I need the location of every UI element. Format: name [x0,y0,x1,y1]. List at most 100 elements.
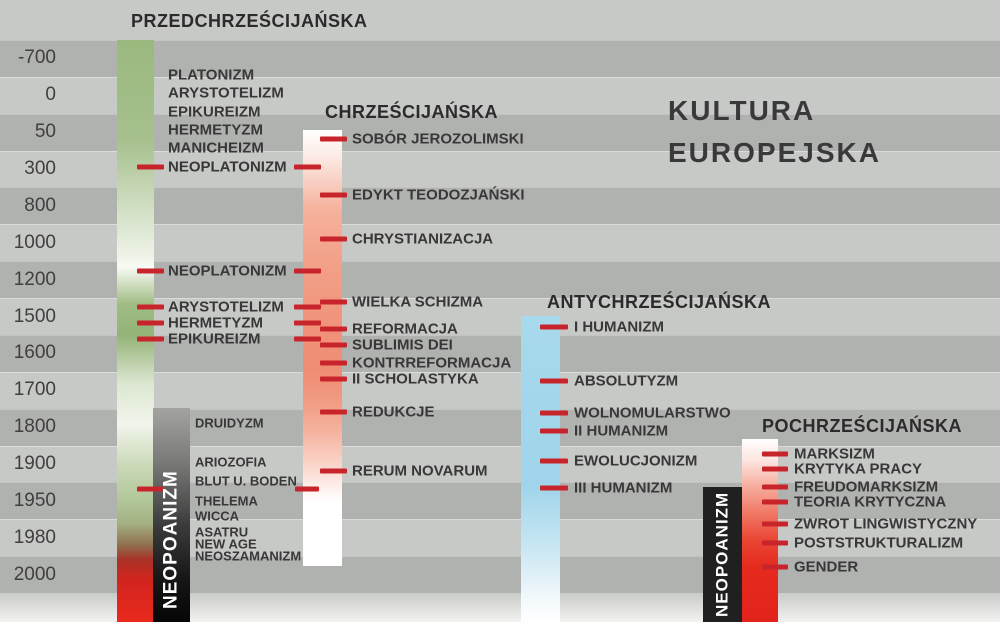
timeline-band [0,187,1000,225]
year-label: 800 [24,194,56,216]
event-label: MANICHEIZM [168,139,264,157]
event-tick [320,409,347,415]
event-label: II SCHOLASTYKA [352,370,479,388]
event-label: ABSOLUTYZM [574,372,679,390]
timeline-band [0,40,1000,77]
event-label: POSTSTRUKTURALIZM [794,534,964,552]
event-tick [320,376,347,382]
event-label: BLUT U. BODEN [195,473,297,489]
event-tick [762,484,788,490]
event-tick [320,468,347,474]
christian-header: CHRZEŚCIJAŃSKA [325,102,499,122]
event-label: MARKSIZM [794,445,875,463]
event-label: THELEMA [195,493,258,509]
year-label: 1950 [13,489,56,511]
page-title-line1: KULTURA [668,95,816,126]
event-label: EWOLUCJONIZM [574,452,698,470]
event-label: NEOPLATONIZM [168,158,287,176]
event-tick [295,486,319,492]
event-label: I HUMANIZM [574,318,664,336]
event-tick [294,320,321,326]
event-label: ZWROT LINGWISTYCZNY [794,515,978,533]
event-label: HERMETYZM [168,121,263,139]
year-label: 1800 [13,416,56,438]
timeline-band [0,334,1000,372]
event-tick [137,486,163,492]
event-label: KRYTYKA PRACY [794,460,923,478]
event-label: HERMETYZM [168,314,263,332]
event-label: NEOSZAMANIZM [195,548,302,564]
timeline-band [0,76,1000,114]
event-label: DRUIDYZM [195,415,264,431]
event-label: RERUM NOVARUM [352,462,488,480]
event-label: II HUMANIZM [574,422,669,440]
event-label: ASATRU [195,524,249,540]
year-label: 300 [24,158,56,180]
event-tick [540,458,568,464]
event-label: EPIKUREIZM [168,330,261,348]
pre-christian-era-bar [117,40,154,622]
event-label: WIELKA SCHIZMA [352,293,484,311]
event-label: TEORIA KRYTYCZNA [794,493,947,511]
event-tick [137,304,164,310]
event-tick [294,304,321,310]
event-label: III HUMANIZM [574,479,673,497]
year-label: 50 [34,121,56,143]
year-label: 1000 [13,231,56,253]
year-label: 1200 [13,268,56,290]
event-tick [294,336,321,342]
pre-christian-header: PRZEDCHRZEŚCIJAŃSKA [131,11,368,31]
event-tick [762,540,788,546]
event-label: KONTRREFORMACJA [352,354,512,372]
neopaganism-left-vertical-label: NEOPOANIZM [160,470,182,610]
event-label: CHRYSTIANIZACJA [352,230,494,248]
event-label: REFORMACJA [352,320,458,338]
year-label: 1700 [13,379,56,401]
event-tick [320,236,347,242]
anti-christian-header: ANTYCHRZEŚCIJAŃSKA [547,292,772,312]
event-label: FREUDOMARKSIZM [794,478,939,496]
neopaganism-left-bar [153,408,190,622]
event-tick [762,499,788,505]
event-tick [762,466,788,472]
event-label: ARYSTOTELIZM [168,298,284,316]
event-label: NEW AGE [195,536,257,552]
event-label: GENDER [794,558,859,576]
event-label: EPIKUREIZM [168,103,261,121]
year-label: 0 [45,84,56,106]
year-label: -700 [17,47,56,69]
timeline-band [0,224,1000,262]
event-tick [320,360,347,366]
event-label: WOLNOMULARSTWO [574,404,731,422]
event-label: SUBLIMIS DEI [352,336,453,354]
event-label: SOBÓR JEROZOLIMSKI [352,130,524,148]
neopaganism-right-vertical-label: NEOPOANIZM [712,491,732,617]
event-label: EDYKT TEODOZJAŃSKI [352,186,525,204]
event-tick [320,136,347,142]
timeline-band [0,150,1000,188]
year-label: 1900 [13,452,56,474]
event-tick [762,521,788,527]
event-tick [320,192,347,198]
timeline-band [0,261,1000,299]
event-tick [320,299,347,305]
event-tick [137,164,164,170]
event-label: NEOPLATONIZM [168,262,287,280]
neopaganism-right-bar [703,487,742,622]
event-tick [540,410,568,416]
timeline-band [0,113,1000,151]
christian-era-bar [303,130,342,566]
event-tick [137,336,164,342]
year-label: 2000 [13,563,56,585]
event-tick [320,342,347,348]
event-label: PLATONIZM [168,66,255,84]
event-label: WICCA [195,508,240,524]
year-label: 1500 [13,305,56,327]
anti-christian-era-bar [521,316,560,622]
event-tick [540,378,568,384]
event-tick [540,485,568,491]
page-title: KULTURA EUROPEJSKA [668,90,881,174]
event-tick [762,451,788,457]
year-label: 1600 [13,342,56,364]
